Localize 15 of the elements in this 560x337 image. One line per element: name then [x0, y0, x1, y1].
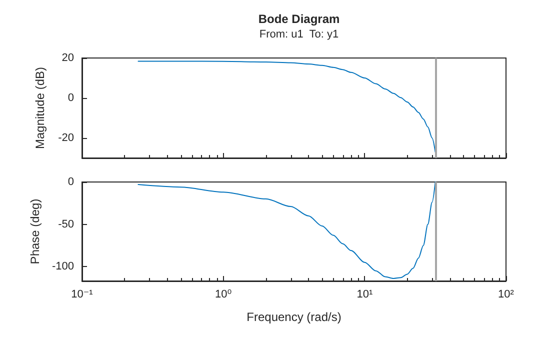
chart-title: Bode Diagram	[258, 12, 340, 26]
y-tick-label: 0	[68, 92, 74, 104]
y-tick-label: -20	[58, 132, 74, 144]
y-tick-label: 0	[68, 176, 74, 188]
chart-subtitle: From: u1 To: y1	[259, 28, 339, 40]
y-tick-label: -100	[52, 260, 74, 273]
x-tick-label: 10¹	[356, 288, 373, 300]
x-tick-label: 10²	[498, 288, 514, 300]
y-tick-label: -50	[58, 218, 74, 230]
y-axis-title: Magnitude (dB)	[33, 66, 47, 150]
y-axis-title: Phase (deg)	[28, 198, 42, 264]
x-tick-label: 10⁰	[215, 288, 232, 300]
x-axis-title: Frequency (rad/s)	[246, 310, 342, 324]
y-tick-label: 20	[62, 52, 74, 64]
x-tick-label: 10⁻¹	[71, 288, 94, 300]
